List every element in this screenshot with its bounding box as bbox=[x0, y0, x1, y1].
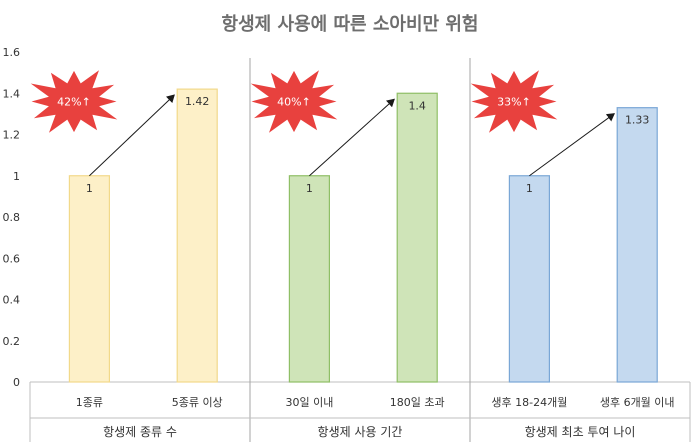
y-tick-label: 0.8 bbox=[3, 211, 21, 224]
group-separators bbox=[29, 58, 691, 442]
y-tick-label: 1 bbox=[13, 170, 20, 183]
category-label: 1종류 bbox=[76, 396, 103, 409]
increase-arrow bbox=[309, 98, 395, 177]
y-axis: 0 0.2 0.4 0.6 0.8 1 1.2 1.4 1.6 bbox=[3, 46, 690, 389]
category-label: 생후 18-24개월 bbox=[491, 396, 567, 409]
annotations: 42%↑ 40%↑ 33%↑ bbox=[30, 70, 616, 177]
category-label: 생후 6개월 이내 bbox=[600, 396, 675, 409]
increase-starburst bbox=[250, 70, 338, 133]
y-tick-label: 1.2 bbox=[3, 129, 21, 142]
group-label: 항생제 사용 기간 bbox=[318, 425, 403, 439]
increase-label: 33%↑ bbox=[497, 96, 531, 109]
increase-starburst bbox=[30, 70, 118, 133]
bar-value-label: 1.33 bbox=[625, 114, 650, 127]
bar-value-label: 1.42 bbox=[185, 95, 210, 108]
bars: 1 1.42 1 1.4 1 1.33 bbox=[68, 88, 658, 383]
bar bbox=[68, 175, 111, 383]
y-tick-label: 0 bbox=[13, 376, 20, 389]
y-tick-label: 0.4 bbox=[3, 294, 21, 307]
group-label: 항생제 최초 투여 나이 bbox=[525, 425, 636, 439]
increase-label: 42%↑ bbox=[57, 96, 91, 109]
increase-arrow bbox=[89, 94, 175, 177]
bar bbox=[616, 107, 658, 383]
group-label: 항생제 종류 수 bbox=[103, 425, 177, 439]
increase-starburst bbox=[470, 70, 558, 133]
bar-value-label: 1 bbox=[526, 182, 533, 195]
y-tick-label: 1.6 bbox=[3, 46, 21, 59]
bar bbox=[176, 88, 218, 383]
y-tick-label: 0.2 bbox=[3, 335, 21, 348]
bar-value-label: 1 bbox=[306, 182, 313, 195]
category-label: 180일 초과 bbox=[390, 395, 445, 409]
y-tick-label: 1.4 bbox=[3, 87, 21, 100]
bar-value-label: 1.4 bbox=[408, 99, 426, 112]
category-label: 5종류 이상 bbox=[172, 396, 223, 409]
chart-title: 항생제 사용에 따른 소아비만 위험 bbox=[222, 13, 479, 35]
bar bbox=[288, 175, 330, 383]
bar bbox=[396, 92, 438, 383]
bar bbox=[508, 175, 550, 383]
increase-arrow bbox=[529, 113, 616, 177]
increase-label: 40%↑ bbox=[277, 96, 311, 109]
y-tick-label: 0.6 bbox=[3, 252, 21, 265]
bar-value-label: 1 bbox=[86, 182, 93, 195]
category-label: 30일 이내 bbox=[285, 395, 333, 409]
